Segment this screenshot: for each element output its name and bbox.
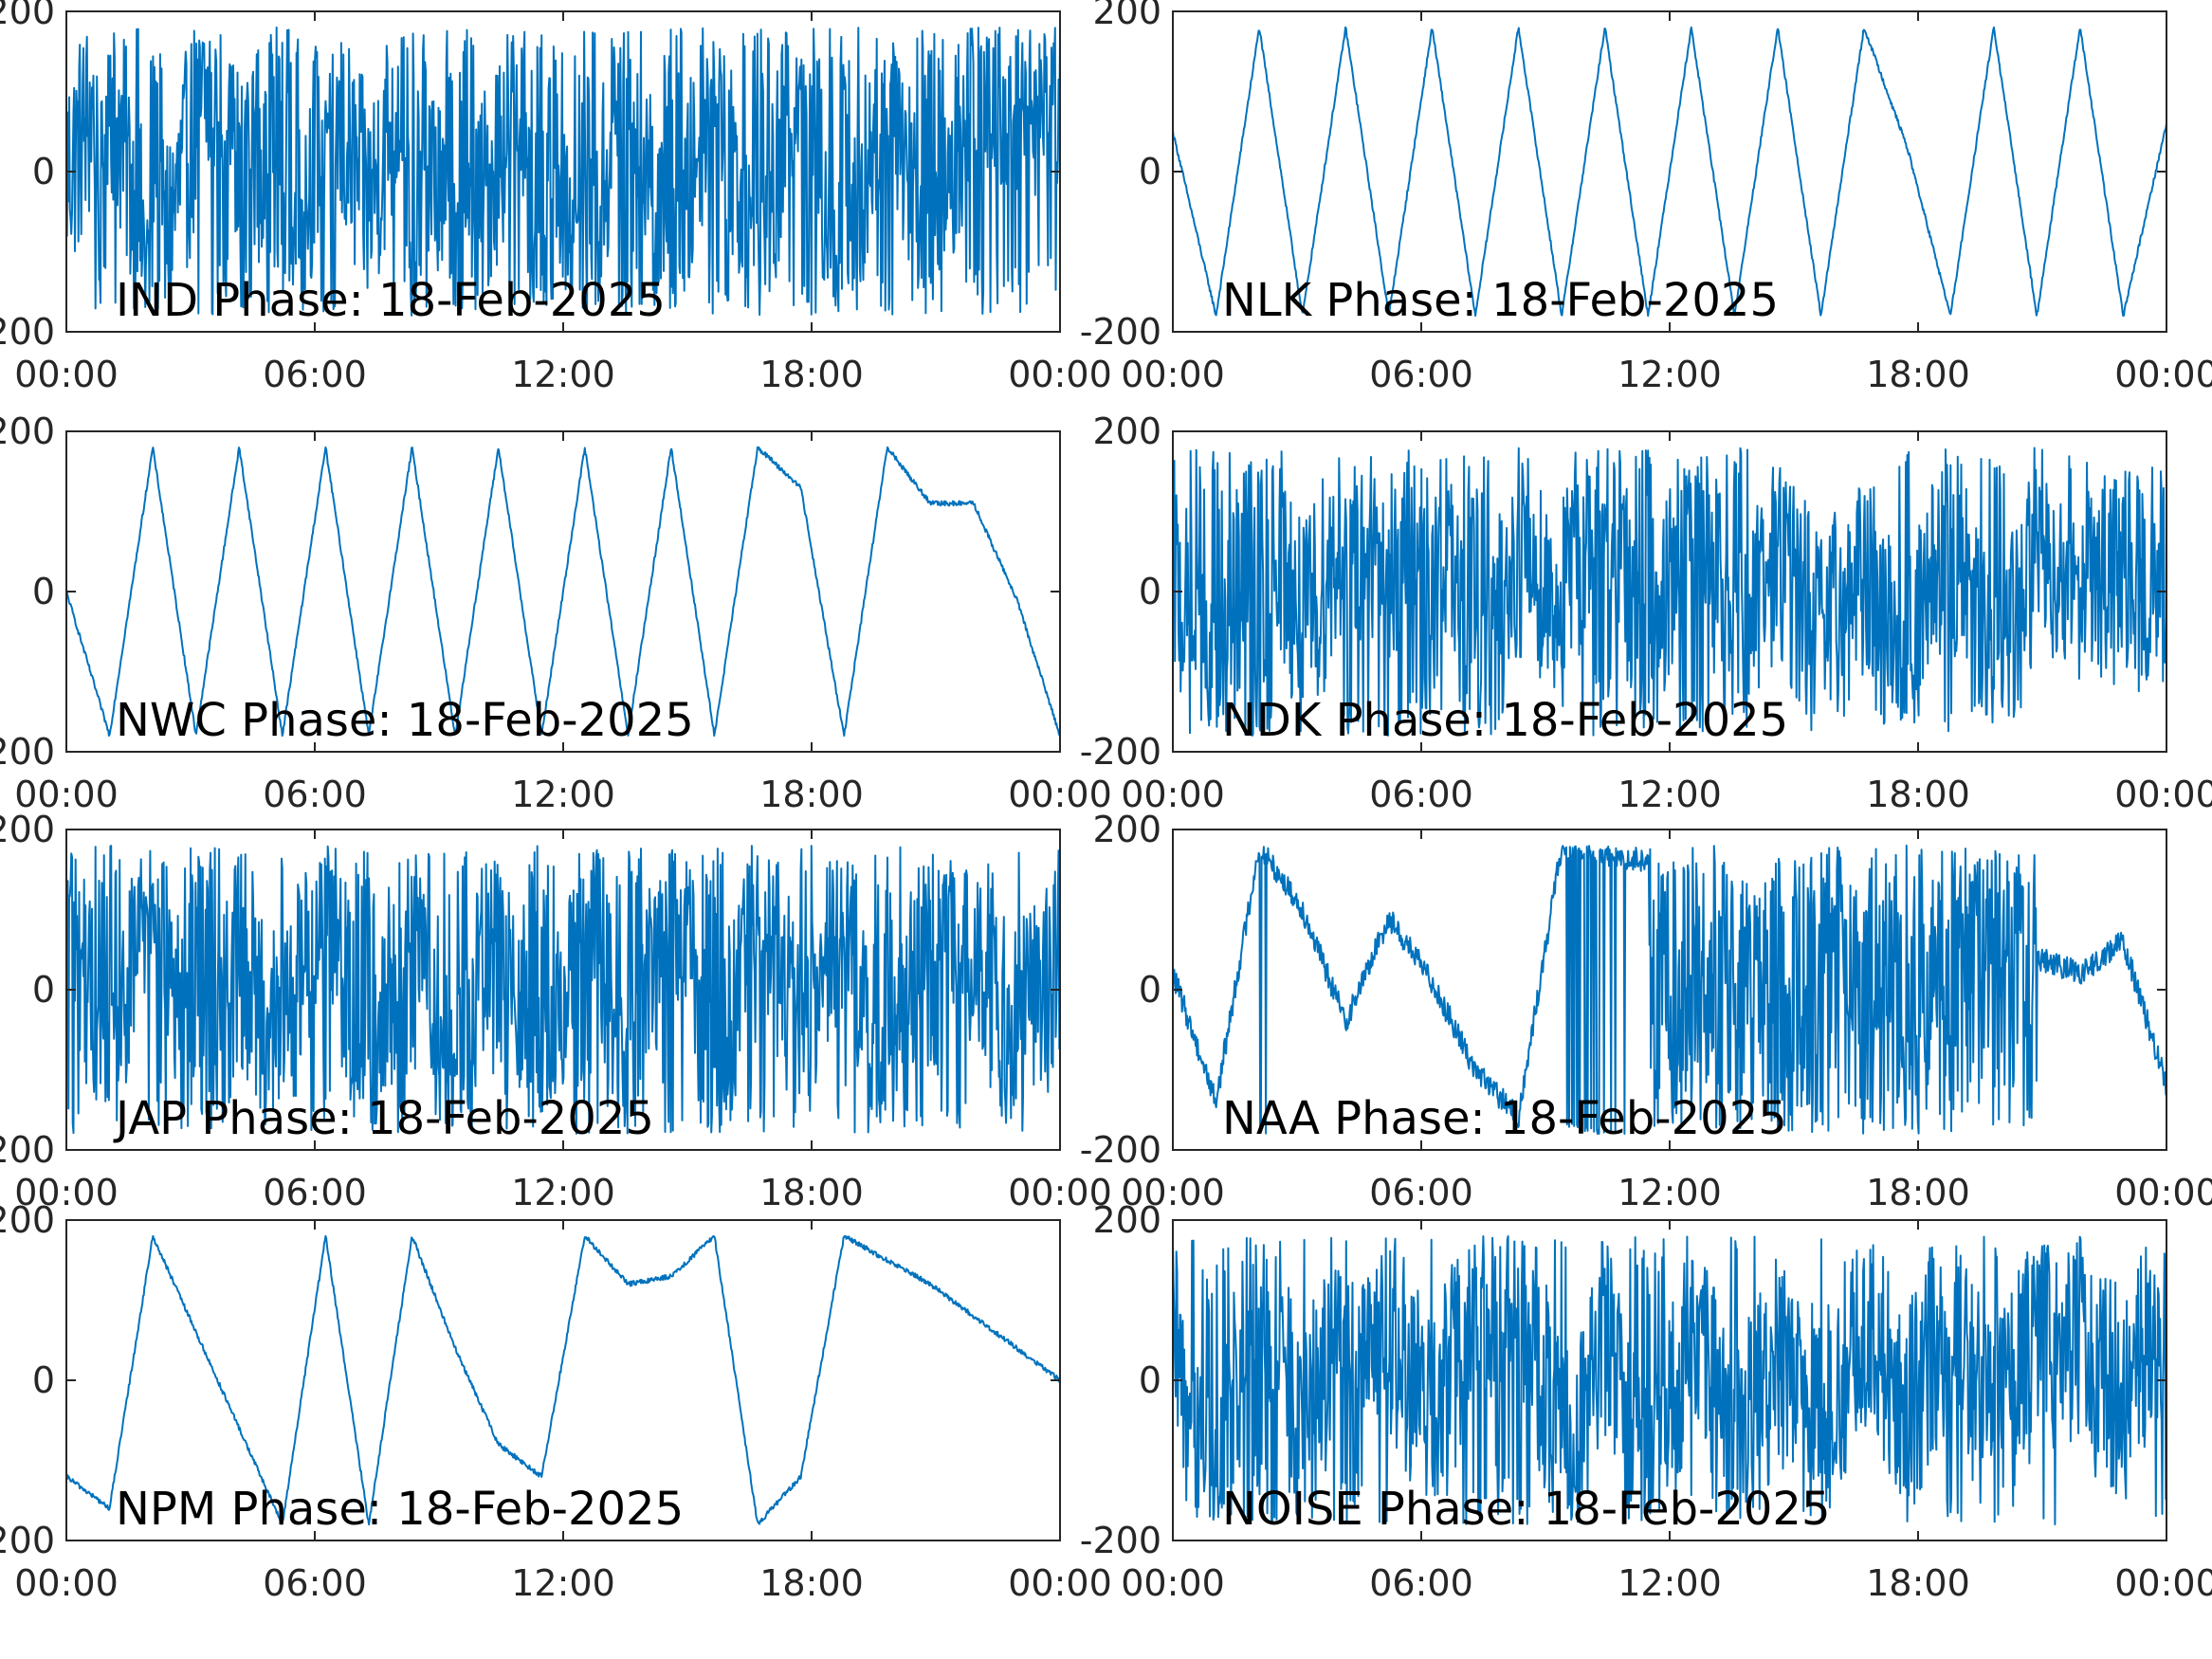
y-tick-label: -200 [0,311,55,353]
x-tick-label: 06:00 [263,354,367,395]
phase-series-line [66,845,1060,1135]
x-tick-label: 06:00 [1369,354,1473,395]
x-tick-label: 18:00 [759,354,864,395]
x-tick-label: 00:00 [1121,1562,1225,1604]
x-tick-label: 18:00 [759,774,864,815]
x-tick-label: 06:00 [263,1562,367,1604]
x-tick-label: 12:00 [1618,774,1722,815]
panel-title: NWC Phase: 18-Feb-2025 [116,694,694,747]
y-tick-label: 0 [1139,151,1161,192]
x-tick-label: 12:00 [1618,354,1722,395]
y-tick-label: 0 [1139,571,1161,612]
x-tick-label: 06:00 [1369,1172,1473,1213]
x-tick-label: 00:00 [14,774,119,815]
y-tick-label: 200 [0,1199,55,1241]
panel-title: JAP Phase: 18-Feb-2025 [113,1092,654,1145]
panel-title: NOISE Phase: 18-Feb-2025 [1222,1483,1831,1536]
x-tick-label: 18:00 [1866,1562,1970,1604]
panel-title: NDK Phase: 18-Feb-2025 [1222,694,1788,747]
y-tick-label: 0 [1139,969,1161,1011]
y-tick-label: -200 [0,1520,55,1561]
x-tick-label: 00:00 [1121,774,1225,815]
phase-series-line [66,1234,1060,1526]
y-tick-label: 200 [0,809,55,850]
panel-title: IND Phase: 18-Feb-2025 [116,274,666,327]
x-tick-label: 06:00 [1369,774,1473,815]
x-tick-label: 18:00 [1866,774,1970,815]
x-tick-label: 12:00 [511,1172,615,1213]
y-tick-label: 200 [1092,809,1161,850]
x-tick-label: 00:00 [1121,354,1225,395]
y-tick-label: 200 [1092,1199,1161,1241]
x-tick-label: 00:00 [14,1172,119,1213]
y-tick-label: 200 [1092,0,1161,32]
x-tick-label: 00:00 [1008,354,1112,395]
y-tick-label: 0 [32,1359,55,1401]
panel-title: NPM Phase: 18-Feb-2025 [116,1483,684,1536]
x-tick-label: 06:00 [263,774,367,815]
y-tick-label: -200 [1080,1129,1161,1171]
y-tick-label: 0 [1139,1359,1161,1401]
y-tick-label: 0 [32,969,55,1011]
y-tick-label: 200 [0,410,55,452]
x-tick-label: 06:00 [1369,1562,1473,1604]
x-tick-label: 00:00 [14,1562,119,1604]
x-tick-label: 00:00 [2114,774,2212,815]
y-tick-label: 0 [32,571,55,612]
y-tick-label: 200 [0,0,55,32]
phase-series-line [1173,1235,2166,1525]
x-tick-label: 00:00 [1008,1562,1112,1604]
x-tick-label: 18:00 [759,1562,864,1604]
y-tick-label: 200 [1092,410,1161,452]
x-tick-label: 06:00 [263,1172,367,1213]
panel-title: NAA Phase: 18-Feb-2025 [1222,1092,1787,1145]
x-tick-label: 12:00 [511,774,615,815]
y-tick-label: -200 [0,1129,55,1171]
y-tick-label: -200 [1080,731,1161,773]
x-tick-label: 12:00 [511,1562,615,1604]
y-tick-label: -200 [0,731,55,773]
phase-series-line [66,27,1060,317]
y-tick-label: -200 [1080,1520,1161,1561]
x-tick-label: 12:00 [511,354,615,395]
y-tick-label: 0 [32,151,55,192]
x-tick-label: 18:00 [1866,1172,1970,1213]
x-tick-label: 00:00 [2114,1562,2212,1604]
x-tick-label: 00:00 [1008,1172,1112,1213]
x-tick-label: 12:00 [1618,1172,1722,1213]
x-tick-label: 00:00 [14,354,119,395]
phase-series-line [1173,845,2166,1135]
y-tick-label: -200 [1080,311,1161,353]
x-tick-label: 18:00 [759,1172,864,1213]
phase-series-line [66,446,1060,738]
panel-title: NLK Phase: 18-Feb-2025 [1222,274,1779,327]
x-tick-label: 00:00 [2114,1172,2212,1213]
x-tick-label: 12:00 [1618,1562,1722,1604]
x-tick-label: 18:00 [1866,354,1970,395]
phase-series-line [1173,447,2166,737]
x-tick-label: 00:00 [1121,1172,1225,1213]
x-tick-label: 00:00 [1008,774,1112,815]
x-tick-label: 00:00 [2114,354,2212,395]
phase-series-line [1173,26,2166,318]
